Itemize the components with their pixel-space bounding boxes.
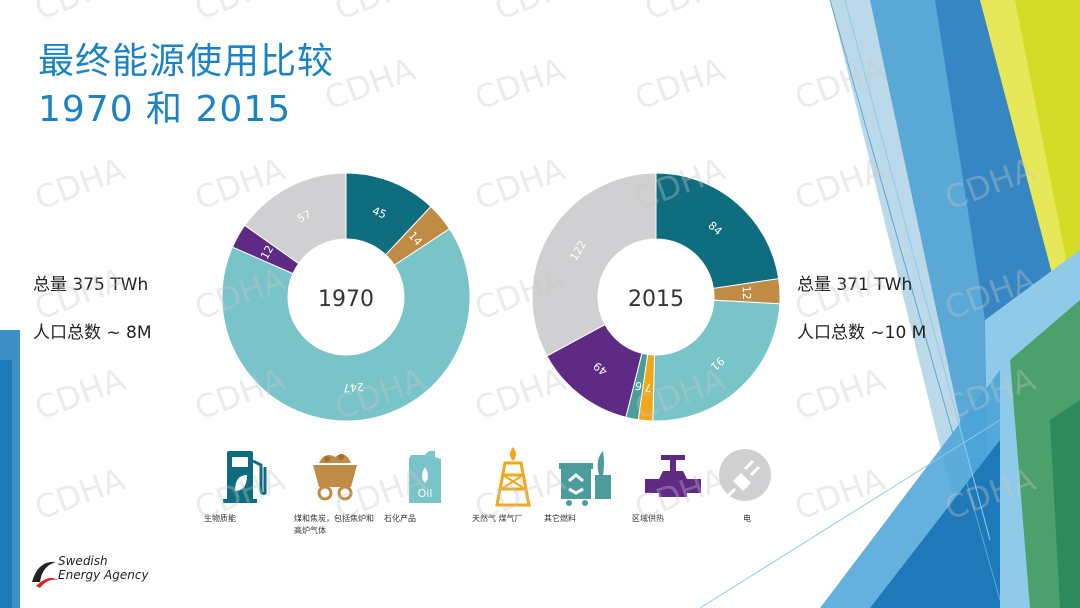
slice-label: 12 (258, 243, 276, 262)
pie-slice (221, 228, 471, 422)
slice-label: 6 (634, 379, 643, 393)
pie-slice (655, 172, 780, 290)
logo-line1: Swedish (58, 554, 108, 568)
legend-item-coal: 煤和焦炭，包括焦炉和高炉气体 (290, 445, 380, 537)
logo-text: Swedish Energy Agency (58, 554, 149, 582)
slice-label: 12 (740, 285, 754, 300)
logo-line2: Energy Agency (58, 568, 149, 582)
electric-plug-icon (719, 449, 771, 501)
legend-item-biomass: 生物质能 (200, 445, 290, 525)
legend-item-electricity: 电 (700, 445, 790, 525)
legend-item-natural-gas: 天然气 煤气厂 (468, 445, 558, 525)
legend-label: 煤和焦炭，包括焦炉和高炉气体 (294, 514, 374, 535)
population-1970: 人口总数 ~ 8M (33, 323, 152, 343)
oil-canister-icon: Oil (409, 451, 441, 503)
pie-slice (652, 299, 781, 422)
legend-label: 石化产品 (384, 514, 416, 523)
legend-label: 区域供热 (632, 514, 664, 523)
slice-label: 7 (644, 380, 652, 394)
legend-label: 天然气 煤气厂 (472, 514, 523, 523)
total-1970: 总量 375 TWh (33, 275, 149, 295)
total-2015: 总量 371 TWh (797, 275, 913, 295)
donut-center-label: 2015 (628, 287, 684, 312)
coal-cart-icon (313, 454, 357, 501)
gas-derrick-icon (495, 447, 531, 507)
page-title: 最终能源使用比较 (38, 41, 335, 82)
slice-label: 247 (343, 380, 365, 395)
slice-label: 57 (295, 208, 313, 226)
legend-item-other-fuels: 其它燃料 (540, 445, 630, 525)
svg-text:Oil: Oil (418, 487, 433, 500)
donut-hole (289, 240, 403, 354)
recycle-bin-icon (559, 451, 611, 506)
slice-label: 45 (370, 204, 388, 221)
fuel-pump-leaf-icon (223, 451, 267, 503)
donut-hole (599, 240, 713, 354)
page-subtitle: 1970 和 2015 (38, 89, 292, 130)
swedish-energy-agency-logo (32, 561, 58, 588)
valve-pipe-icon (645, 455, 701, 497)
legend-item-district-heating: 区域供热 (628, 445, 718, 525)
legend-label: 电 (743, 514, 751, 523)
legend-item-petroleum: Oil 石化产品 (380, 445, 470, 525)
pie-slice (244, 172, 347, 265)
population-2015: 人口总数 ~10 M (797, 323, 927, 343)
pie-slice (531, 172, 657, 357)
legend-label: 其它燃料 (544, 514, 576, 523)
donut-center-label: 1970 (318, 287, 374, 312)
legend-label: 生物质能 (204, 514, 236, 523)
